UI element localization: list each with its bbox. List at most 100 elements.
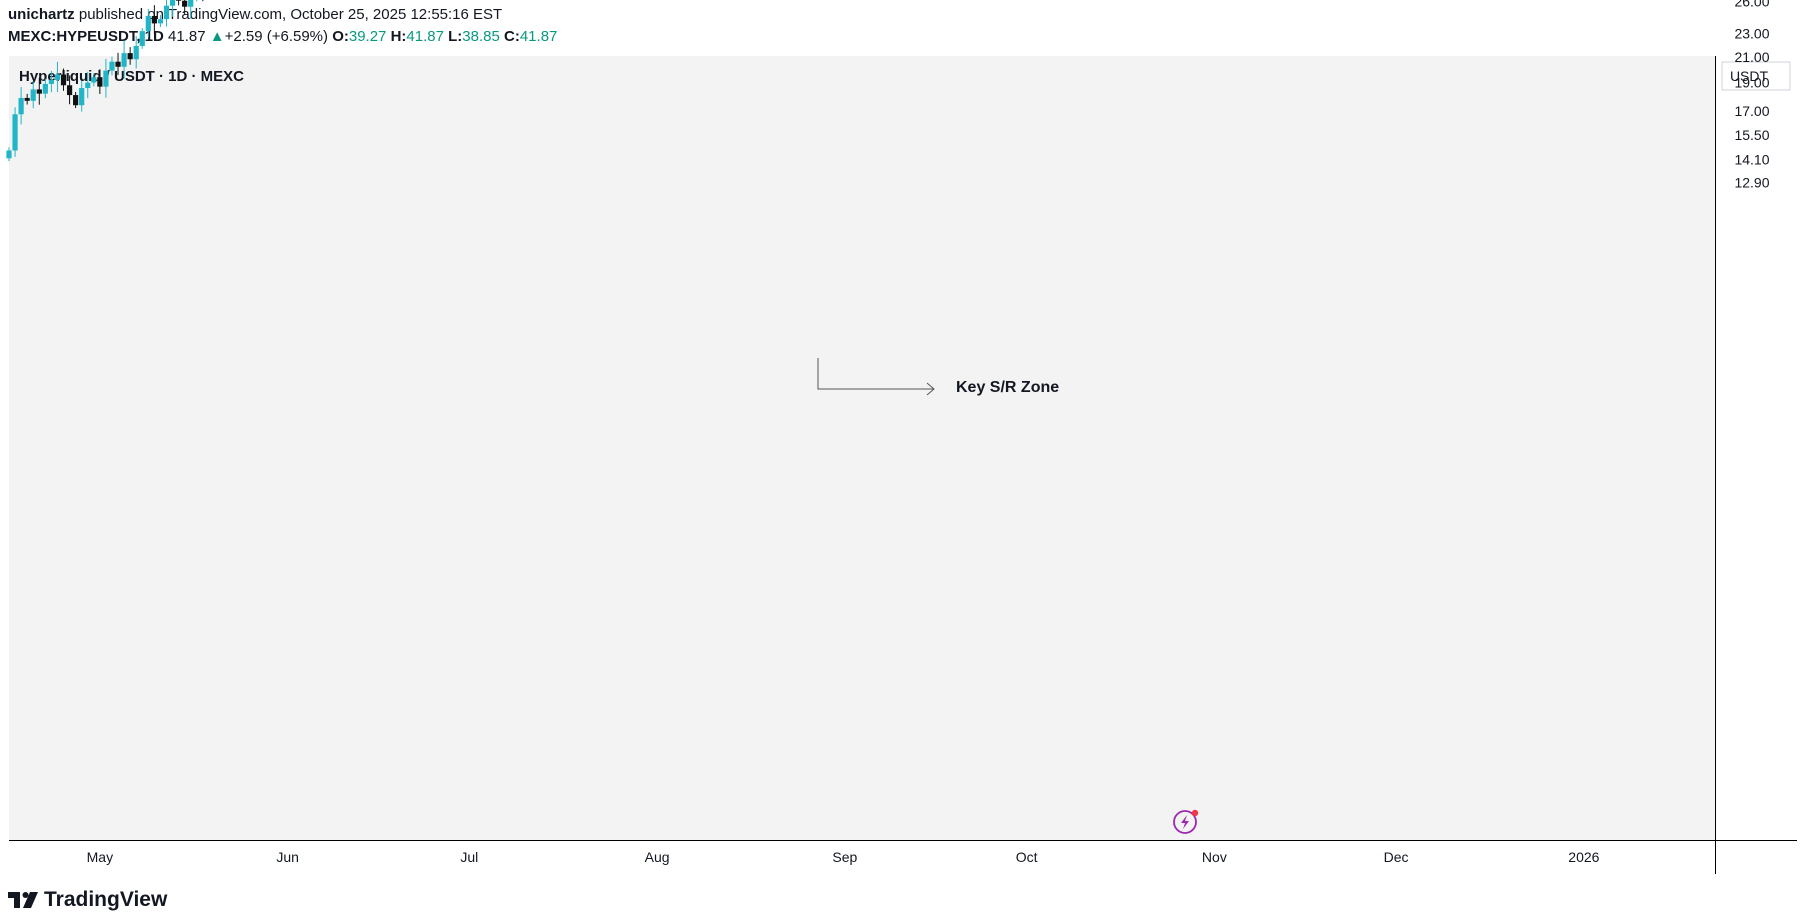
close-label: C: <box>504 28 520 45</box>
x-tick-label: Aug <box>645 849 670 865</box>
candle-body <box>79 88 85 106</box>
candle[interactable] <box>42 78 48 99</box>
candle[interactable] <box>121 40 127 79</box>
candle-body <box>157 19 164 24</box>
currency-label: USDT <box>1730 68 1769 84</box>
high-label: H: <box>390 28 407 45</box>
candle-body <box>151 15 157 24</box>
lightning-bolt-icon <box>1181 815 1189 829</box>
candle-body <box>54 74 61 80</box>
x-tick-label: Jun <box>276 849 299 865</box>
candle[interactable] <box>73 91 79 109</box>
ohlc-bar: MEXC:HYPEUSDT, 1D 41.87 ▲+2.59 (+6.59%) … <box>8 28 557 46</box>
candle[interactable] <box>24 93 30 105</box>
candle[interactable] <box>6 147 12 162</box>
tradingview-logo[interactable]: TradingView <box>8 888 167 912</box>
x-tick-label: Sep <box>832 849 857 865</box>
candle[interactable] <box>30 81 36 109</box>
candle-body <box>109 61 115 71</box>
x-tick-label: 2026 <box>1568 849 1599 865</box>
candle-body <box>145 15 151 32</box>
lightning-icon <box>1173 810 1197 834</box>
candle[interactable] <box>18 87 24 125</box>
candle[interactable] <box>133 36 139 69</box>
candle-body <box>36 89 42 94</box>
candle-body <box>12 114 18 151</box>
candle-body <box>169 0 176 6</box>
candle-body <box>121 53 127 67</box>
candle[interactable] <box>115 52 121 76</box>
y-tick-label: 17.00 <box>1734 103 1769 119</box>
candle[interactable] <box>194 0 199 2</box>
x-tick-label: Nov <box>1202 849 1227 865</box>
candle[interactable] <box>200 0 205 2</box>
candle[interactable] <box>103 58 109 98</box>
candle[interactable] <box>60 68 67 91</box>
candle[interactable] <box>36 77 42 105</box>
close-value: 41.87 <box>519 28 558 45</box>
candle[interactable] <box>145 9 151 38</box>
candle-body <box>42 83 48 94</box>
candle-body <box>24 97 30 101</box>
candle-body <box>97 77 103 87</box>
candle[interactable] <box>91 73 97 87</box>
candle[interactable] <box>151 5 157 34</box>
candle[interactable] <box>127 47 133 65</box>
y-tick-label: 21.00 <box>1734 49 1769 65</box>
x-tick-label: Oct <box>1016 849 1038 865</box>
candle-body <box>73 95 79 106</box>
candle-body <box>182 0 188 7</box>
candle[interactable] <box>163 0 170 27</box>
y-tick-label: 12.90 <box>1734 174 1769 190</box>
high-value: 41.87 <box>406 28 444 45</box>
last-price: 41.87 <box>168 28 206 45</box>
x-tick-label: May <box>87 849 113 865</box>
candle[interactable] <box>54 61 61 92</box>
currency-box <box>1721 61 1791 91</box>
candle-body <box>133 45 139 60</box>
candle[interactable] <box>66 75 73 105</box>
candle-body <box>18 97 24 115</box>
notification-dot-icon <box>1191 809 1199 817</box>
candle-body <box>60 74 67 86</box>
change-value: +2.59 (+6.59%) <box>224 28 329 45</box>
y-tick-label: 23.00 <box>1734 25 1769 41</box>
low-label: L: <box>448 28 463 45</box>
candle[interactable] <box>176 0 182 6</box>
symbol-label: MEXC:HYPEUSDT, 1D <box>8 28 164 45</box>
author-name[interactable]: unichartz <box>8 6 75 23</box>
candle[interactable] <box>97 69 103 95</box>
candle[interactable] <box>139 28 145 49</box>
y-tick-label: 14.10 <box>1734 151 1769 167</box>
candle[interactable] <box>157 15 164 28</box>
low-value: 38.85 <box>462 28 500 45</box>
candle[interactable] <box>79 81 85 112</box>
candle-body <box>163 5 170 20</box>
candle[interactable] <box>48 70 55 93</box>
annotation-arrow <box>817 358 934 390</box>
candle[interactable] <box>12 107 18 157</box>
y-tick-label: 15.50 <box>1734 127 1769 143</box>
x-tick-label: Jul <box>460 849 478 865</box>
candle[interactable] <box>109 56 115 76</box>
brand-name: TradingView <box>44 888 168 911</box>
candle-body <box>91 77 97 83</box>
tradingview-logo-icon <box>8 892 38 908</box>
candle-body <box>66 85 73 96</box>
candle-body <box>85 82 91 89</box>
annotation-arrowhead <box>926 382 935 396</box>
y-tick-label: 19.00 <box>1734 75 1769 91</box>
candle[interactable] <box>188 0 194 19</box>
y-tick-label: 26.00 <box>1734 0 1769 10</box>
candle[interactable] <box>85 71 91 99</box>
chart-title: Hyperliquid / USDT · 1D · MEXC <box>19 68 244 85</box>
candle-body <box>139 31 145 46</box>
annotation-label: Key S/R Zone <box>956 379 1059 396</box>
candle-body <box>127 53 133 60</box>
candle-body <box>30 89 36 101</box>
plot-area <box>9 56 1715 840</box>
candle[interactable] <box>169 0 176 17</box>
candle[interactable] <box>182 0 188 15</box>
candle-body <box>48 79 55 84</box>
